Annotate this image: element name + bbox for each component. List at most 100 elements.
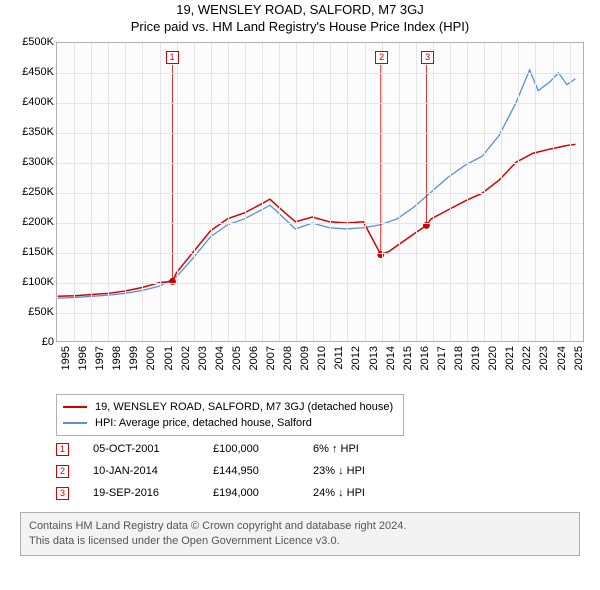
x-axis-label: 2011 [333, 346, 345, 370]
top-marker-3: 3 [421, 51, 434, 64]
table-row: 105-OCT-2001£100,0006% ↑ HPI [56, 438, 423, 460]
legend-label: HPI: Average price, detached house, Salf… [95, 417, 312, 429]
gridline-v [296, 43, 297, 341]
gridline-v [382, 43, 383, 341]
y-axis-label: £500K [4, 36, 54, 48]
y-axis-label: £200K [4, 216, 54, 228]
x-axis-label: 2009 [299, 346, 311, 370]
gridline-v [501, 43, 502, 341]
top-marker-2: 2 [375, 51, 388, 64]
x-axis-label: 2019 [470, 346, 482, 370]
gridline-v [91, 43, 92, 341]
x-axis-label: 2000 [145, 346, 157, 370]
gridline-v [416, 43, 417, 341]
gridline-v [108, 43, 109, 341]
gridline-v [399, 43, 400, 341]
gridline-h [57, 103, 583, 104]
x-axis-label: 2021 [504, 346, 516, 370]
transaction-index-box: 2 [56, 465, 69, 478]
y-axis-label: £100K [4, 276, 54, 288]
transaction-pct: 23% ↓ HPI [313, 465, 423, 477]
y-axis-label: £0 [4, 336, 54, 348]
gridline-v [433, 43, 434, 341]
transaction-pct: 24% ↓ HPI [313, 487, 423, 499]
title-block: 19, WENSLEY ROAD, SALFORD, M7 3GJ Price … [0, 0, 600, 34]
gridline-h [57, 163, 583, 164]
transaction-price: £144,950 [213, 465, 313, 477]
top-marker-1: 1 [166, 51, 179, 64]
x-axis-label: 1998 [111, 346, 123, 370]
gridline-v [211, 43, 212, 341]
legend: 19, WENSLEY ROAD, SALFORD, M7 3GJ (detac… [56, 394, 404, 436]
x-axis-label: 2022 [521, 346, 533, 370]
y-axis-label: £150K [4, 246, 54, 258]
plot-area: 1 2 3 [56, 42, 584, 342]
gridline-v [347, 43, 348, 341]
gridline-v [279, 43, 280, 341]
x-axis-label: 2003 [197, 346, 209, 370]
x-axis-label: 2018 [453, 346, 465, 370]
x-axis-label: 2002 [180, 346, 192, 370]
x-axis-label: 2023 [538, 346, 550, 370]
gridline-v [142, 43, 143, 341]
transaction-index-box: 1 [56, 443, 69, 456]
x-axis-label: 2006 [248, 346, 260, 370]
gridline-v [262, 43, 263, 341]
footer-attribution: Contains HM Land Registry data © Crown c… [20, 512, 580, 556]
x-axis-label: 2017 [436, 346, 448, 370]
x-axis-label: 2008 [282, 346, 294, 370]
x-axis-label: 1999 [128, 346, 140, 370]
series-hpi [58, 70, 576, 298]
gridline-v [194, 43, 195, 341]
table-row: 3 19-SEP-2016£194,00024% ↓ HPI [56, 482, 423, 504]
gridline-v [160, 43, 161, 341]
x-axis-label: 2007 [265, 346, 277, 370]
gridline-h [57, 73, 583, 74]
y-axis-label: £450K [4, 66, 54, 78]
gridline-v [313, 43, 314, 341]
legend-row: HPI: Average price, detached house, Salf… [63, 415, 393, 431]
transaction-pct: 6% ↑ HPI [313, 443, 423, 455]
gridline-v [535, 43, 536, 341]
legend-row: 19, WENSLEY ROAD, SALFORD, M7 3GJ (detac… [63, 399, 393, 415]
gridline-h [57, 133, 583, 134]
gridline-h [57, 223, 583, 224]
gridline-v [518, 43, 519, 341]
gridline-v [570, 43, 571, 341]
gridline-v [74, 43, 75, 341]
gridline-h [57, 283, 583, 284]
gridline-v [228, 43, 229, 341]
x-axis-label: 2015 [402, 346, 414, 370]
title-address: 19, WENSLEY ROAD, SALFORD, M7 3GJ [0, 2, 600, 17]
line-series-svg [57, 43, 583, 341]
gridline-v [330, 43, 331, 341]
x-axis-label: 2013 [368, 346, 380, 370]
transaction-date: 19-SEP-2016 [93, 487, 213, 499]
gridline-v [553, 43, 554, 341]
x-axis-label: 2020 [487, 346, 499, 370]
gridline-v [484, 43, 485, 341]
x-axis-label: 2024 [556, 346, 568, 370]
gridline-v [125, 43, 126, 341]
series-property [58, 144, 576, 296]
x-axis-label: 2004 [214, 346, 226, 370]
y-axis-label: £250K [4, 186, 54, 198]
x-axis-label: 2012 [350, 346, 362, 370]
transaction-index-box: 3 [56, 487, 69, 500]
gridline-v [467, 43, 468, 341]
x-axis-label: 2014 [385, 346, 397, 370]
chart-area: 123 £0£50K£100K£150K£200K£250K£300K£350K… [10, 42, 590, 382]
y-axis-label: £50K [4, 306, 54, 318]
title-subtitle: Price paid vs. HM Land Registry's House … [0, 19, 600, 34]
transaction-date: 05-OCT-2001 [93, 443, 213, 455]
x-axis-label: 2001 [163, 346, 175, 370]
footer-line1: Contains HM Land Registry data © Crown c… [29, 519, 571, 534]
x-axis-label: 1996 [77, 346, 89, 370]
x-axis-label: 2016 [419, 346, 431, 370]
chart-container: 19, WENSLEY ROAD, SALFORD, M7 3GJ Price … [0, 0, 600, 590]
transaction-table: 105-OCT-2001£100,0006% ↑ HPI210-JAN-2014… [56, 438, 423, 504]
transaction-price: £194,000 [213, 487, 313, 499]
gridline-v [245, 43, 246, 341]
gridline-v [450, 43, 451, 341]
footer-line2: This data is licensed under the Open Gov… [29, 534, 571, 549]
